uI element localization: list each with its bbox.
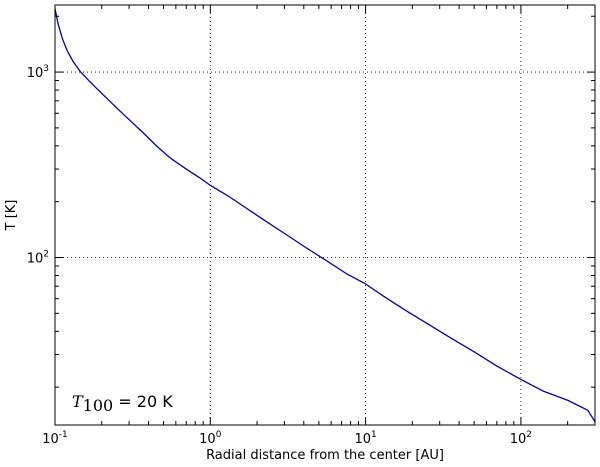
- tick-labels: 10-1 100 101 102 102 103: [27, 64, 532, 447]
- series-layer: [54, 8, 596, 423]
- grid-lines: [55, 5, 595, 425]
- annotation-rest: = 20 K: [113, 392, 173, 411]
- annotation-label: T100 = 20 K: [72, 392, 173, 415]
- x-tick-label: 100: [199, 430, 222, 447]
- x-axis-label: Radial distance from the center [AU]: [206, 448, 444, 463]
- annotation-symbol: T: [72, 392, 84, 411]
- plot-frame: [54, 4, 596, 426]
- y-axis-label: T [K]: [4, 200, 19, 232]
- x-tick-label: 101: [354, 430, 376, 447]
- y-tick-label: 102: [27, 250, 49, 267]
- tick-marks: [54, 5, 595, 425]
- annotation-subscript: 100: [83, 396, 114, 415]
- series-line-0: [54, 8, 596, 423]
- y-tick-label: 103: [27, 64, 49, 81]
- x-tick-label: 10-1: [42, 430, 68, 447]
- x-tick-label: 102: [510, 430, 532, 447]
